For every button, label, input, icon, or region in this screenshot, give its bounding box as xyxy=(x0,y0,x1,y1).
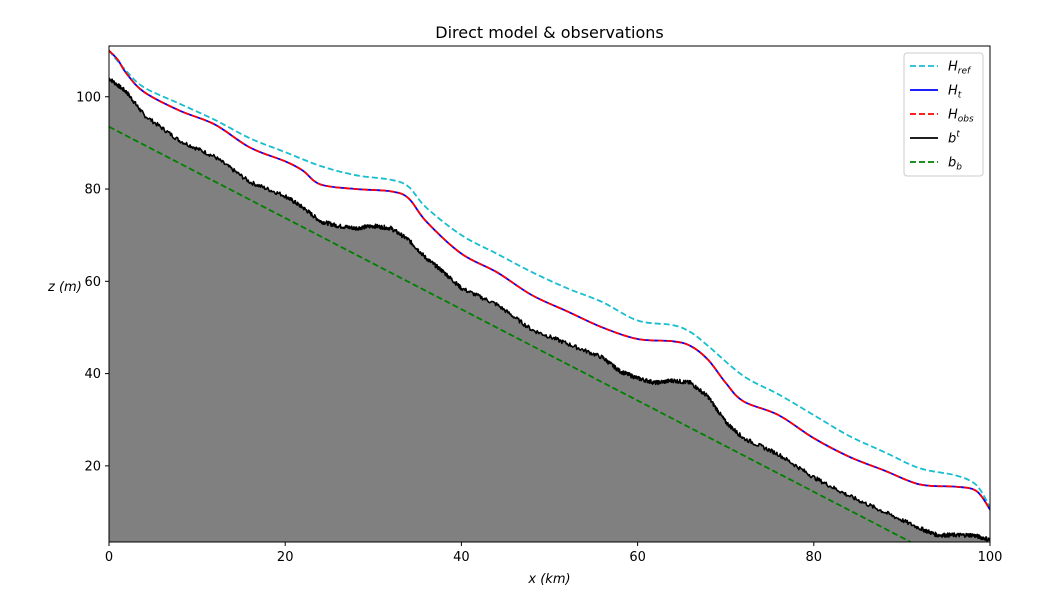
y-tick-label: 100 xyxy=(76,90,101,105)
x-tick-label: 60 xyxy=(629,550,646,565)
legend: Href Ht Hobs bt bb xyxy=(903,52,984,177)
y-tick-label: 80 xyxy=(84,183,101,198)
legend-box xyxy=(903,52,984,177)
x-tick-label: 80 xyxy=(806,550,823,565)
x-tick-label: 100 xyxy=(978,550,1003,565)
legend-label: Hobs xyxy=(948,108,974,125)
y-tick-label: 60 xyxy=(84,275,101,290)
x-tick-label: 40 xyxy=(453,550,470,565)
plot-area xyxy=(109,49,990,542)
series-line-b-b xyxy=(109,125,912,542)
chart-title: Direct model & observations xyxy=(435,23,663,42)
legend-label: Href xyxy=(948,60,972,77)
y-tick-label: 40 xyxy=(84,367,101,382)
x-axis-label: x (km) xyxy=(527,572,570,587)
bed-fill xyxy=(109,78,990,542)
y-axis-label: z (m) xyxy=(47,280,82,295)
legend-label: Ht xyxy=(948,84,962,101)
series-line-b-t xyxy=(109,77,990,542)
legend-label: bt xyxy=(948,130,960,147)
y-tick-label: 20 xyxy=(84,459,101,474)
x-tick-label: 20 xyxy=(277,550,294,565)
y-axis: 20 40 60 80 100 xyxy=(76,90,109,474)
x-tick-label: 0 xyxy=(105,550,113,565)
x-axis: 0 20 40 60 80 100 xyxy=(105,542,1003,565)
series-line-h-ref xyxy=(109,50,990,508)
series-line-h-obs xyxy=(109,49,990,511)
plot-frame xyxy=(108,45,991,543)
legend-label: bb xyxy=(948,156,962,173)
